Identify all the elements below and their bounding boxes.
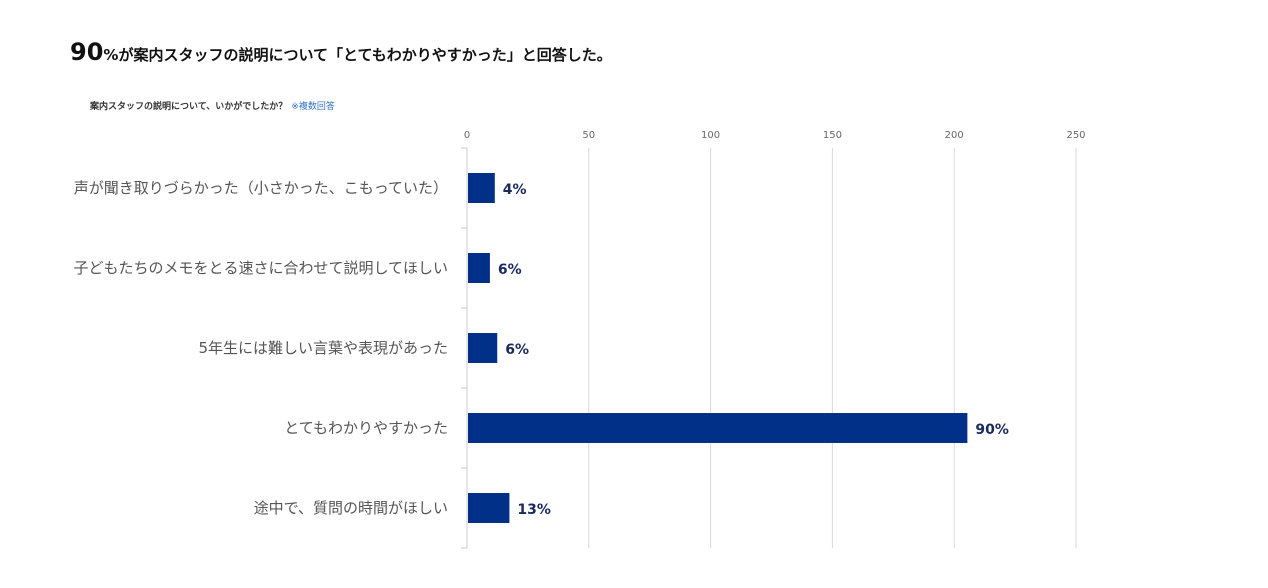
bar [468, 173, 495, 203]
x-tick-label: 150 [823, 130, 842, 141]
data-label: 13% [517, 502, 551, 518]
data-label: 4% [503, 182, 527, 198]
question-label: 案内スタッフの説明について、いかがでしたか？ ※複数回答 [90, 99, 335, 112]
bar [468, 493, 510, 523]
question-text: 案内スタッフの説明について、いかがでしたか？ [90, 102, 288, 112]
x-tick-label: 100 [701, 130, 720, 141]
x-tick-label: 200 [945, 130, 964, 141]
x-tick-label: 0 [464, 130, 470, 141]
headline-percent: % [103, 46, 119, 64]
category-label: 途中で、質問の時間がほしい [254, 499, 448, 517]
category-label: とてもわかりやすかった [284, 419, 448, 437]
data-label: 90% [975, 422, 1009, 438]
category-label: 5年生には難しい言葉や表現があった [198, 339, 448, 357]
headline-number: 90 [70, 38, 104, 66]
data-label: 6% [505, 342, 529, 358]
x-tick-label: 250 [1066, 130, 1085, 141]
category-label: 子どもたちのメモをとる速さに合わせて説明してほしい [73, 259, 448, 277]
headline-text: が案内スタッフの説明について「とてもわかりやすかった」と回答した。 [118, 46, 612, 64]
bar [468, 413, 968, 443]
x-tick-label: 50 [582, 130, 595, 141]
bar [468, 253, 490, 283]
category-label: 声が聞き取りづらかった（小さかった、こもっていた） [74, 179, 448, 197]
headline: 90%が案内スタッフの説明について「とてもわかりやすかった」と回答した。 [70, 38, 612, 66]
bar [468, 333, 498, 363]
question-note: ※複数回答 [291, 102, 335, 112]
data-label: 6% [498, 262, 522, 278]
